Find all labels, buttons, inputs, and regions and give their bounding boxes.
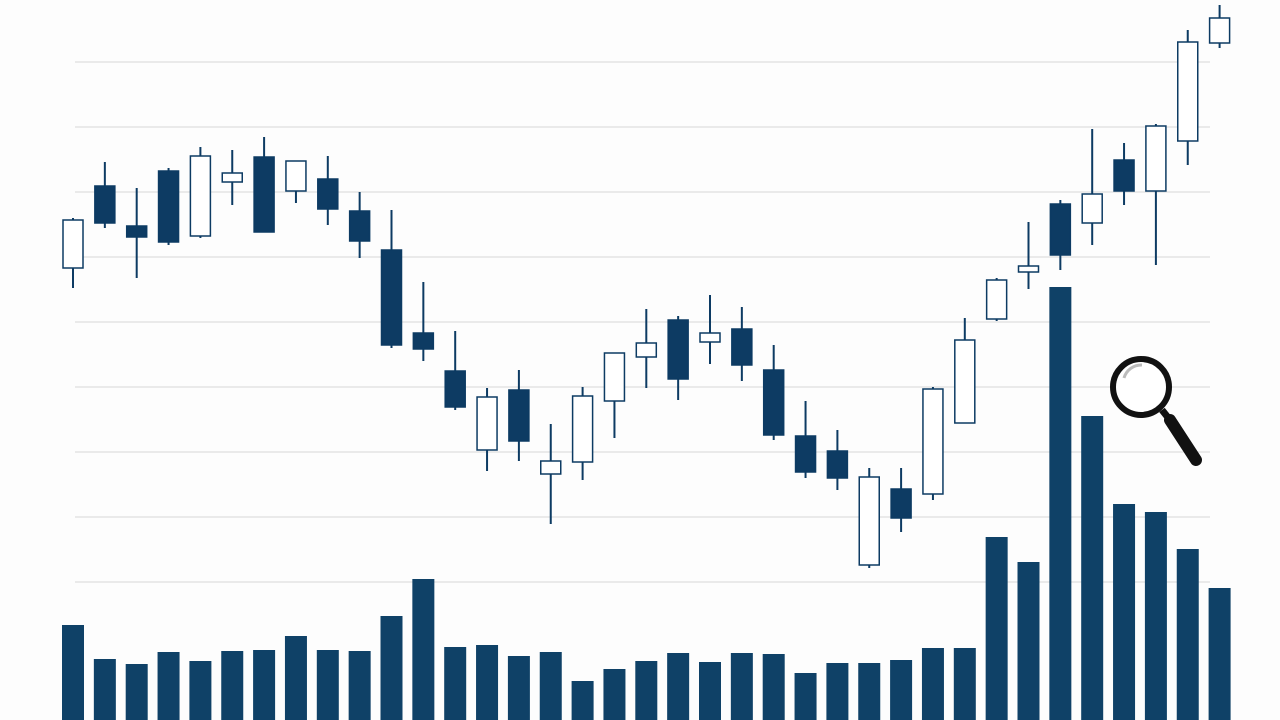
candle-body-up (699, 332, 721, 343)
candle-body-up (540, 460, 562, 475)
volume-bar (253, 650, 276, 720)
volume-bar (1049, 287, 1072, 720)
volume-bars (62, 287, 1231, 720)
volume-bar (539, 652, 562, 720)
volume-bar (62, 625, 84, 720)
volume-bar (507, 656, 530, 720)
candle-body-up (603, 352, 626, 402)
volume-bar (730, 653, 753, 720)
magnifier-handle (1164, 414, 1202, 466)
candle-body-up (285, 160, 307, 192)
candle-body-down (794, 435, 817, 473)
candle-body-up (62, 219, 84, 269)
candle-body-up (221, 172, 243, 183)
magnifier-lens (1110, 356, 1172, 418)
volume-bar (571, 681, 594, 720)
volume-bar (794, 673, 817, 720)
candle-body-up (858, 476, 880, 566)
candle-body-down (157, 170, 180, 243)
volume-bar (1017, 562, 1040, 720)
volume-bar (762, 654, 785, 720)
candle-body-down (412, 332, 435, 350)
candle-body-down (380, 249, 403, 346)
candle-body-up (922, 388, 944, 495)
volume-bar (1208, 588, 1231, 720)
candle-body-down (667, 319, 689, 380)
candle-body-down (125, 225, 148, 238)
candle-body-down (826, 450, 849, 479)
volume-bar (921, 648, 944, 720)
candle-body-down (444, 370, 466, 408)
candle-body-down (762, 369, 785, 436)
candle-body-down (94, 185, 116, 224)
candle-body-down (890, 488, 912, 519)
volume-bar (1113, 504, 1136, 720)
volume-bar (858, 663, 881, 720)
candle-body-down (1049, 203, 1072, 256)
candle-body-down (731, 328, 753, 366)
candle-body-down (1113, 159, 1135, 192)
candle-body-up (985, 279, 1008, 320)
candle-body-up (1145, 125, 1167, 192)
volume-bar (348, 651, 371, 720)
candle-body-up (189, 155, 212, 237)
volume-bar (284, 636, 307, 720)
grid (75, 61, 1210, 583)
candle-body-up (1177, 41, 1199, 142)
volume-bar (890, 660, 913, 720)
volume-bar (125, 664, 148, 720)
candle-body-up (954, 339, 976, 424)
volume-bar (1176, 549, 1199, 720)
volume-bar (93, 659, 116, 720)
candle-body-up (476, 396, 498, 451)
volume-bar (826, 663, 849, 720)
volume-bar (444, 647, 467, 720)
candle-body-up (635, 342, 658, 358)
candle-body-down (348, 210, 371, 242)
candle-body-down (253, 156, 275, 233)
volume-bar (953, 648, 976, 720)
magnifier-icon (1110, 356, 1202, 466)
volume-bar (603, 669, 626, 720)
magnifier-glare (1122, 363, 1143, 379)
volume-bar (157, 652, 180, 720)
volume-bar (985, 537, 1008, 720)
candle-body-down (317, 178, 339, 210)
candle-body-up (571, 395, 594, 463)
volume-bar (1144, 512, 1167, 720)
volume-bar (189, 661, 212, 720)
volume-bar (221, 651, 244, 720)
candle-body-up (1208, 17, 1231, 44)
volume-bar (635, 661, 658, 720)
volume-bar (667, 653, 690, 720)
volume-bar (412, 579, 435, 720)
candles (62, 5, 1231, 568)
volume-bar (699, 662, 721, 720)
volume-bar (1081, 416, 1104, 720)
volume-bar (380, 616, 403, 720)
candle-body-up (1081, 193, 1103, 224)
volume-bar (316, 650, 339, 720)
candle-body-up (1017, 265, 1040, 273)
volume-bar (476, 645, 499, 720)
candle-body-down (508, 389, 530, 442)
